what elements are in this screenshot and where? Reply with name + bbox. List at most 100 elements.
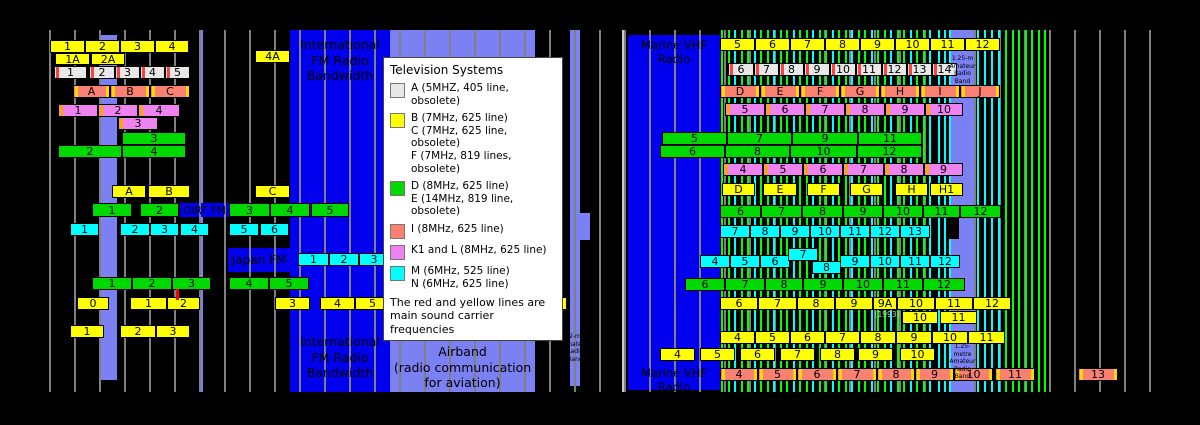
legend-entry-line: C (7MHz, 625 line, obsolete) bbox=[411, 124, 508, 150]
channel-bar-label: 1 bbox=[67, 66, 74, 79]
channel-bar-3: 3 bbox=[229, 203, 270, 217]
channel-bar-4A: 4A bbox=[255, 50, 290, 63]
channel-bar-9: 9 bbox=[924, 163, 963, 176]
channel-bar-label: 11 bbox=[951, 311, 966, 324]
channel-bar-10: 10 bbox=[843, 278, 883, 291]
channel-bar-10: 10 bbox=[897, 297, 935, 310]
channel-bar-H1: H1 bbox=[930, 183, 963, 196]
channel-bar-7: 7 bbox=[758, 297, 797, 310]
channel-bar-12: 12 bbox=[882, 63, 907, 76]
channel-bar-9: 9 bbox=[804, 63, 830, 76]
channel-bar-label: 10 bbox=[856, 278, 870, 291]
channel-bar-8: 8 bbox=[845, 103, 885, 116]
channel-bar-label: 8 bbox=[839, 38, 846, 51]
channel-bar-8: 8 bbox=[802, 205, 843, 218]
intl-fm-label-bottom-line: FM Radio bbox=[311, 349, 369, 365]
channel-bar-label: 2 bbox=[180, 297, 187, 310]
channel-bar-label: 1A bbox=[65, 52, 80, 66]
channel-bar-2: 2 bbox=[120, 325, 156, 338]
sound-carrier-tick bbox=[915, 86, 919, 97]
channel-bar-label: B bbox=[126, 85, 134, 98]
channel-bar-label: 3 bbox=[134, 40, 141, 53]
sound-carrier-tick bbox=[910, 369, 914, 380]
sound-carrier-tick bbox=[805, 64, 809, 75]
channel-bar-label: 2A bbox=[100, 52, 116, 66]
channel-bar-label: 9 bbox=[931, 368, 938, 381]
channel-bar-10: 10 bbox=[900, 348, 935, 361]
gridline bbox=[74, 30, 76, 392]
channel-bar-2: 2 bbox=[98, 104, 138, 117]
channel-bar-label: 3 bbox=[289, 297, 296, 310]
channel-bar-8: 8 bbox=[797, 297, 835, 310]
channel-bar-G: G bbox=[850, 183, 883, 196]
channel-bar-6: 6 bbox=[260, 223, 289, 236]
channel-bar-4: 4 bbox=[723, 163, 763, 176]
channel-bar-C: C bbox=[255, 185, 290, 198]
channel-bar-label: 8 bbox=[819, 205, 826, 218]
channel-bar-7: 7 bbox=[761, 205, 802, 218]
year-1993-label: (1993) bbox=[872, 310, 902, 319]
channel-bar-label: 5 bbox=[285, 277, 293, 290]
legend-entry-text: A (5MHZ, 405 line, obsolete) bbox=[411, 82, 558, 107]
channel-bar-8: 8 bbox=[779, 63, 804, 76]
channel-bar-label: J bbox=[978, 85, 982, 98]
legend-entry-text: K1 and L (8MHz, 625 line) bbox=[411, 244, 547, 257]
channel-bar-14: 14 bbox=[932, 63, 957, 76]
sound-carrier-tick bbox=[908, 64, 912, 75]
channel-bar-label: 12 bbox=[878, 225, 892, 238]
channel-bar-label: 4 bbox=[150, 145, 158, 158]
channel-bar-12: 12 bbox=[973, 297, 1011, 310]
2m-amateur-label-line: 2-m bbox=[569, 333, 581, 340]
channel-bar-label: D bbox=[734, 183, 743, 196]
channel-bar-6: 6 bbox=[797, 368, 837, 381]
channel-bar-5: 5 bbox=[758, 368, 797, 381]
intl-fm-label-bottom-line: Bandwidth bbox=[306, 365, 374, 381]
channel-bar-label: 8 bbox=[861, 103, 869, 116]
channel-bar-label: 1 bbox=[310, 253, 317, 266]
channel-bar-10: 10 bbox=[870, 255, 900, 268]
channel-bar-label: 5 bbox=[326, 203, 334, 217]
channel-bar-label: 3 bbox=[169, 325, 177, 338]
channel-bar-9: 9 bbox=[896, 331, 932, 344]
channel-bar-1: 1 bbox=[298, 253, 329, 266]
channel-bar-label: 11 bbox=[934, 205, 949, 218]
channel-bar-label: 5 bbox=[769, 331, 776, 344]
channel-bar-label: A bbox=[87, 85, 96, 98]
channel-bar-B: B bbox=[148, 185, 190, 198]
1-25m-amateur-label-top-line: 1.25-m bbox=[951, 55, 974, 62]
sound-carrier-tick bbox=[926, 104, 930, 115]
intl-fm-label-top-line: International bbox=[300, 37, 380, 52]
sound-carrier-tick bbox=[74, 86, 78, 97]
channel-bar-7: 7 bbox=[754, 63, 779, 76]
channel-bar-label: 4A bbox=[265, 50, 280, 63]
channel-bar-5: 5 bbox=[662, 132, 727, 145]
legend-entry-line: K1 and L (8MHz, 625 line) bbox=[411, 243, 547, 256]
channel-bar-label: 7 bbox=[821, 103, 829, 116]
channel-bar-label: 11 bbox=[947, 297, 961, 310]
channel-bar-6: 6 bbox=[720, 205, 761, 218]
channel-bar-label: 4 bbox=[711, 255, 719, 268]
channel-bar-I: I bbox=[920, 85, 960, 98]
channel-bar-A: A bbox=[73, 85, 110, 98]
channel-bar-label: 6 bbox=[271, 223, 278, 236]
channel-bar-label: 2 bbox=[148, 277, 156, 290]
channel-bar-E: E bbox=[763, 183, 797, 196]
legend-entry-text: D (8MHz, 625 line) E (14MHz, 819 line, ob… bbox=[411, 180, 558, 218]
channel-bar-9: 9 bbox=[843, 205, 883, 218]
channel-bar-label: 0 bbox=[89, 297, 97, 310]
channel-bar-6: 6 bbox=[760, 255, 790, 268]
channel-bar-5: 5 bbox=[720, 38, 755, 51]
channel-bar-4: 4 bbox=[229, 277, 269, 290]
marine-vhf-label-top-line: Marine VHF Radio bbox=[640, 38, 708, 67]
legend-entry: I (8MHz, 625 line) bbox=[390, 223, 558, 239]
sound-carrier-tick bbox=[721, 369, 725, 380]
channel-bar-label: 7 bbox=[839, 331, 846, 344]
sound-carrier-tick bbox=[726, 104, 730, 115]
channel-bar-label: 12 bbox=[975, 38, 990, 51]
channel-bar-label: 12 bbox=[882, 145, 897, 158]
channel-bar-9: 9 bbox=[840, 255, 870, 268]
channel-bar-label: 4 bbox=[155, 104, 163, 117]
channel-bar-label: 11 bbox=[896, 278, 910, 291]
channel-bar-2: 2 bbox=[89, 66, 115, 79]
